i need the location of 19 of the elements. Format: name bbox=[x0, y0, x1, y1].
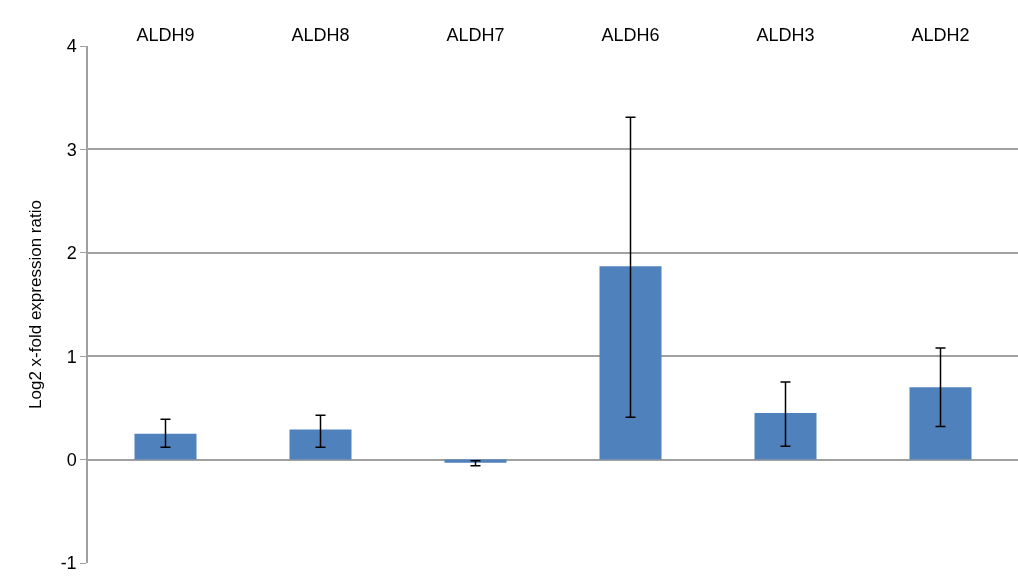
x-tick-label: ALDH3 bbox=[756, 25, 815, 46]
bar bbox=[134, 433, 197, 460]
x-tick-label: ALDH2 bbox=[911, 25, 970, 46]
y-tick-label: 1 bbox=[66, 346, 77, 367]
bar bbox=[754, 413, 817, 460]
y-tick-label: 3 bbox=[66, 139, 77, 160]
y-axis-title: Log2 x-fold expression ratio bbox=[25, 200, 45, 409]
x-tick-label: ALDH6 bbox=[601, 25, 660, 46]
x-tick-label: ALDH8 bbox=[291, 25, 350, 46]
y-tick-label: 0 bbox=[66, 449, 77, 470]
y-tick-label: 4 bbox=[66, 36, 77, 57]
bar bbox=[909, 387, 972, 460]
y-tick-label: -1 bbox=[60, 553, 77, 574]
x-tick-label: ALDH7 bbox=[446, 25, 505, 46]
bar bbox=[289, 429, 352, 460]
bar bbox=[599, 266, 662, 460]
x-tick-label: ALDH9 bbox=[136, 25, 195, 46]
bar bbox=[444, 459, 507, 463]
y-tick-label: 2 bbox=[66, 243, 77, 264]
